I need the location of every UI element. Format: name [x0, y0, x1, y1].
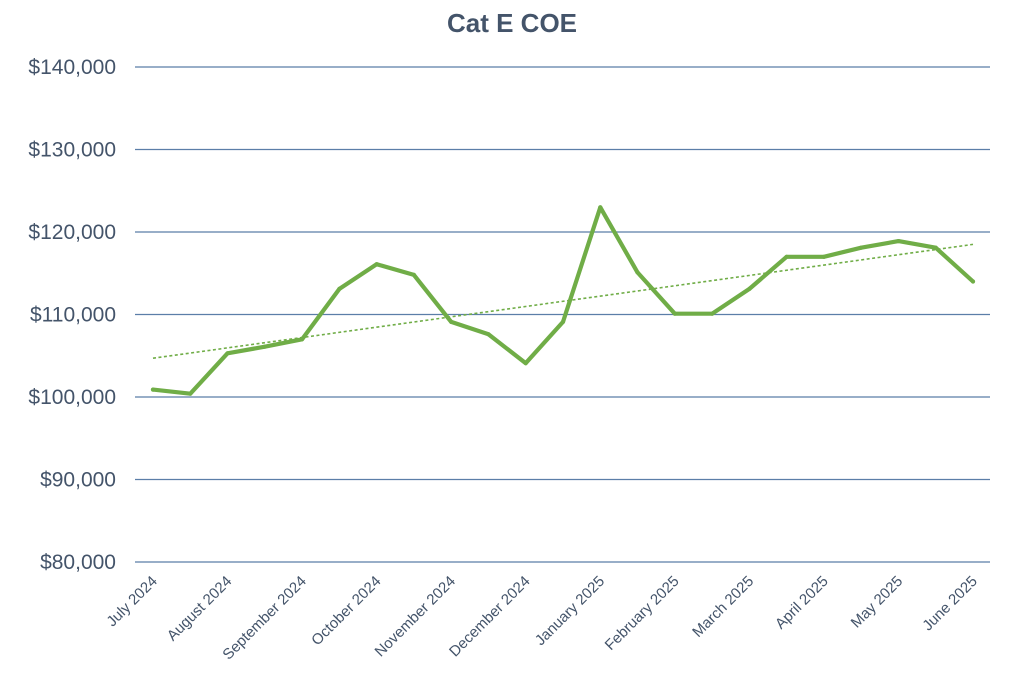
x-tick-label: March 2025 — [689, 573, 757, 641]
data-point — [411, 272, 416, 277]
y-axis-tick-labels: $80,000 $90,000 $100,000 $110,000 $120,000 $1… — [28, 56, 116, 574]
y-tick-label: $90,000 — [40, 469, 116, 492]
data-point — [747, 286, 752, 291]
x-tick-label: October 2024 — [308, 573, 384, 649]
data-point — [970, 279, 976, 284]
data-point — [188, 391, 193, 396]
data-point — [560, 319, 566, 324]
series-layer — [150, 205, 976, 396]
data-point — [523, 361, 528, 366]
data-point — [449, 319, 454, 324]
x-tick-label: August 2024 — [164, 573, 236, 645]
trendline — [152, 243, 974, 360]
x-tick-label: April 2025 — [772, 573, 832, 633]
data-point — [896, 239, 901, 244]
data-point — [784, 254, 789, 259]
x-tick-label: June 2025 — [919, 573, 981, 635]
y-tick-label: $130,000 — [28, 139, 116, 162]
x-tick-label: February 2025 — [602, 573, 683, 654]
x-tick-label: January 2025 — [532, 573, 608, 649]
data-point — [859, 245, 864, 250]
x-tick-label: May 2025 — [848, 573, 907, 632]
gridlines — [135, 66, 990, 563]
y-tick-label: $140,000 — [28, 56, 116, 79]
x-tick-label: July 2024 — [103, 573, 160, 630]
data-point — [337, 286, 342, 291]
data-point — [821, 254, 827, 259]
data-point — [225, 351, 230, 356]
data-point — [635, 270, 640, 275]
data-point — [300, 337, 305, 342]
data-point — [150, 387, 156, 392]
x-tick-label: December 2024 — [446, 573, 533, 660]
y-tick-label: $110,000 — [30, 304, 116, 327]
y-tick-label: $80,000 — [40, 551, 116, 574]
data-point — [262, 344, 267, 349]
data-point — [933, 245, 938, 250]
trendline-layer — [152, 243, 974, 360]
chart-title: Cat E COE — [446, 8, 578, 38]
y-tick-label: $120,000 — [28, 221, 116, 244]
data-point — [598, 205, 603, 210]
data-point — [486, 332, 491, 337]
data-point — [374, 262, 379, 267]
data-point — [710, 311, 715, 316]
y-tick-label: $100,000 — [28, 386, 116, 409]
data-point — [672, 311, 677, 316]
